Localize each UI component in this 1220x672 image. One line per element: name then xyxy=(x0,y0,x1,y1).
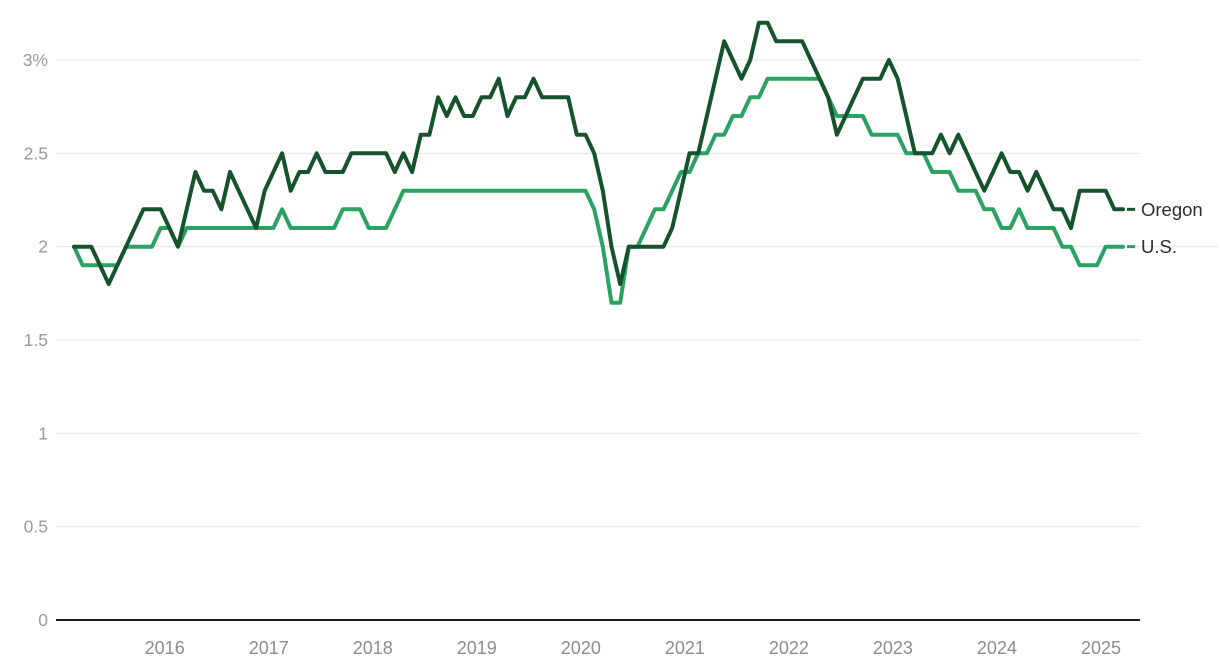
y-axis-label: 3% xyxy=(23,50,48,70)
y-axis-label: 2 xyxy=(38,237,48,257)
y-axis-label: 2.5 xyxy=(24,143,48,163)
x-axis-label: 2025 xyxy=(1081,638,1121,658)
y-axis-label: 1.5 xyxy=(24,330,48,350)
gridlines xyxy=(56,59,1218,621)
x-axis-label: 2023 xyxy=(873,638,913,658)
y-axis-label: 1 xyxy=(38,423,48,443)
x-axis-label: 2022 xyxy=(769,638,809,658)
x-axis-label: 2017 xyxy=(249,638,289,658)
oregon-line xyxy=(72,20,1125,286)
oregon-line-label: Oregon xyxy=(1141,199,1203,220)
x-axis-label: 2016 xyxy=(145,638,185,658)
x-axis-labels: 2016 2017 2018 2019 2020 2021 2022 2023 2024 2025 xyxy=(145,638,1121,658)
x-axis-label: 2019 xyxy=(457,638,497,658)
y-axis-label: 0.5 xyxy=(24,517,48,537)
x-axis-label: 2018 xyxy=(353,638,393,658)
x-axis-label: 2024 xyxy=(977,638,1017,658)
y-axis-labels: 3% 2.5 2 1.5 1 0.5 0 xyxy=(23,50,49,630)
y-axis-label: 0 xyxy=(38,610,48,630)
us-line xyxy=(72,76,1125,305)
us-line-label: U.S. xyxy=(1141,236,1177,257)
x-axis-label: 2020 xyxy=(561,638,601,658)
x-axis-label: 2021 xyxy=(665,638,705,658)
